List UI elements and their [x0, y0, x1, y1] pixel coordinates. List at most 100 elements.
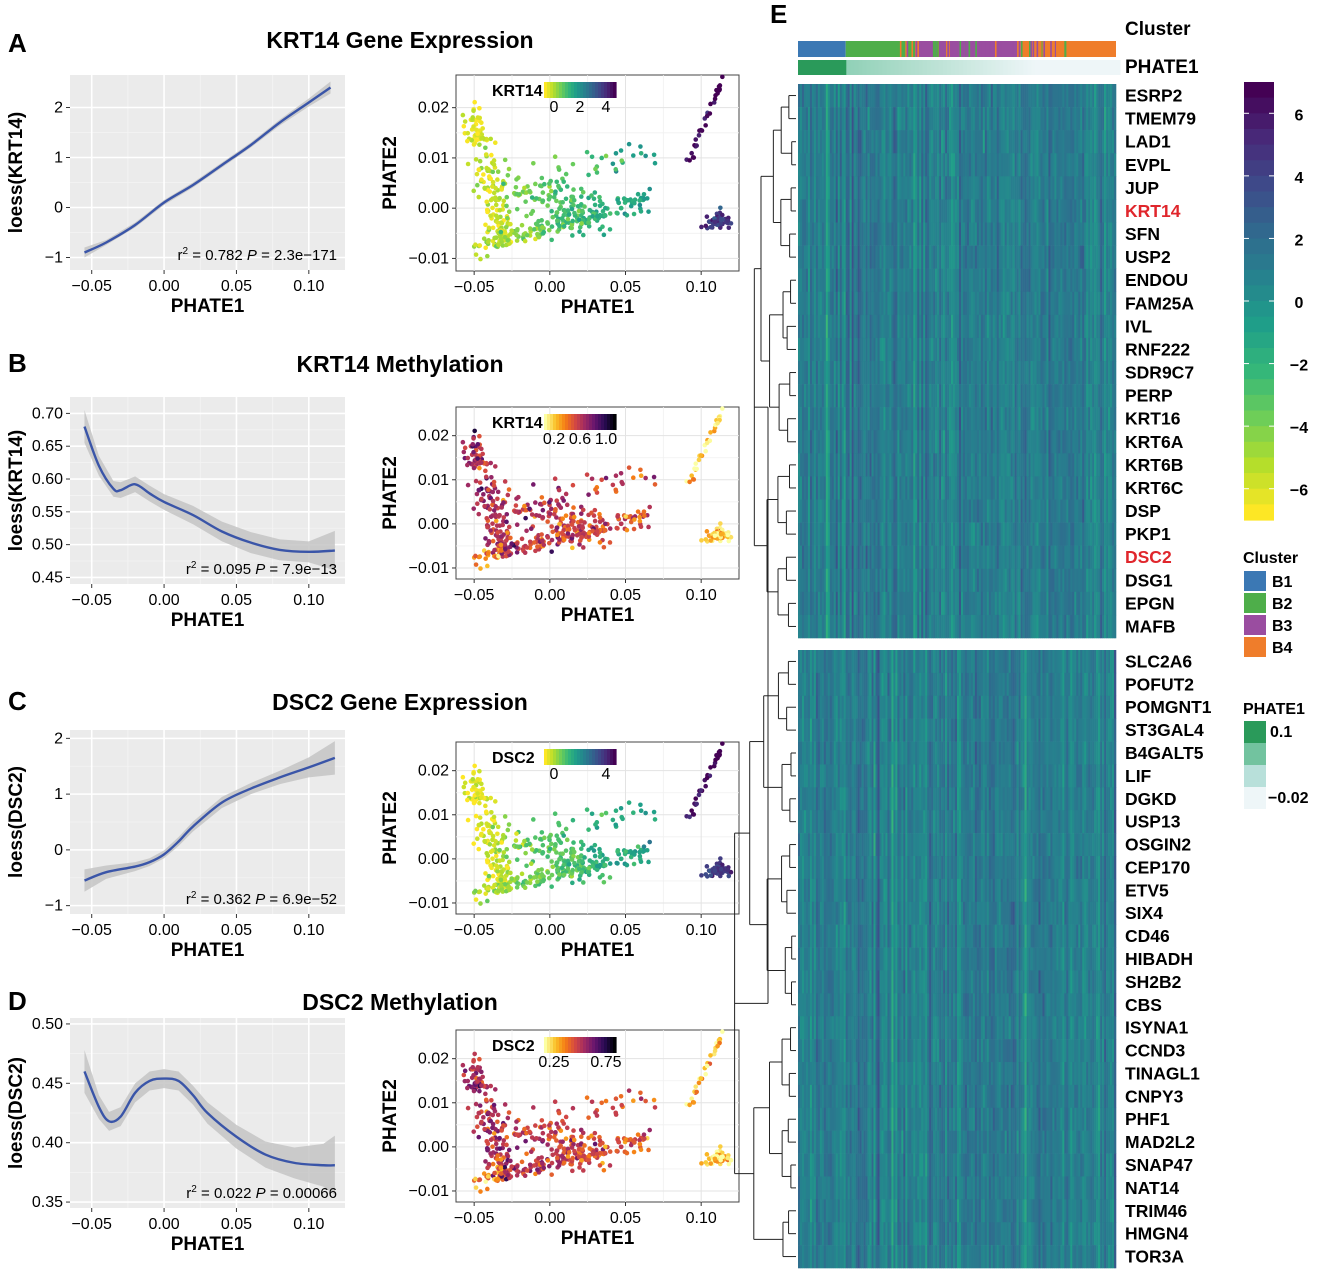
heatmap-cell: [799, 245, 803, 269]
heatmap-cell: [823, 314, 827, 339]
scatter-point: [638, 808, 644, 814]
scatter-point: [514, 206, 520, 212]
heatmap-cell: [972, 591, 976, 616]
scatter-point: [597, 846, 602, 852]
heatmap-cell: [921, 107, 924, 131]
heatmap-cell: [893, 361, 896, 385]
heatmap-cell: [843, 199, 846, 223]
heatmap-cell: [913, 453, 916, 477]
scatter-point: [607, 1149, 613, 1154]
heatmap-cell: [831, 545, 835, 570]
heatmap-cell: [841, 522, 845, 546]
scatter-point: [610, 161, 616, 167]
scatter-point: [519, 1159, 525, 1165]
heatmap-cell: [958, 407, 962, 431]
heatmap-cell: [891, 130, 894, 154]
heatmap-cell: [855, 314, 858, 339]
heatmap-cell: [803, 361, 807, 385]
scatter-point: [485, 886, 491, 891]
heatmap-cell: [960, 176, 964, 200]
heatmap-cell: [905, 107, 908, 131]
heatmap-cell: [839, 384, 843, 408]
heatmap-cell: [873, 361, 876, 385]
scatter-point: [558, 1128, 564, 1134]
heatmap-cell: [970, 337, 974, 362]
heatmap-cell: [958, 614, 962, 639]
heatmap-cell: [974, 614, 978, 639]
scatter-point: [548, 506, 554, 512]
heatmap-cell: [807, 176, 811, 200]
heatmap-cell: [957, 545, 960, 570]
scatter-point: [470, 776, 476, 782]
scatter-point: [590, 528, 595, 534]
scatter-point: [549, 872, 555, 878]
heatmap-cell: [905, 84, 908, 108]
heatmap-cell: [933, 407, 936, 431]
heatmap-cell: [953, 499, 956, 523]
heatmap-cell: [931, 222, 934, 246]
scatter-point: [631, 1149, 637, 1155]
heatmap-cell: [907, 499, 910, 523]
heatmap-cell: [857, 199, 860, 223]
scatter-point: [491, 843, 497, 848]
cluster-stripe: [932, 41, 935, 57]
heatmap-cell: [895, 361, 898, 385]
cluster-stripe: [983, 41, 986, 57]
heatmap-cell: [885, 153, 888, 177]
heatmap-cell: [895, 568, 898, 593]
scatter-point: [490, 538, 496, 544]
heatmap-cell: [817, 291, 821, 316]
scatter-point: [542, 181, 547, 187]
scatter-point: [704, 214, 710, 219]
scatter-points: [460, 741, 734, 906]
heatmap-cell: [825, 568, 829, 593]
heatmap-cell: [855, 499, 858, 523]
heatmap-cell: [849, 591, 852, 616]
heatmap-cell: [807, 337, 811, 362]
heatmap-cell: [803, 291, 807, 316]
scatter-point: [586, 534, 592, 539]
heatmap-cell: [901, 176, 904, 200]
heatmap-cell: [913, 176, 916, 200]
heatmap-cell: [877, 499, 880, 523]
scatter-point: [465, 138, 470, 144]
heatmap-cell: [825, 314, 829, 339]
scatter-point: [495, 215, 500, 221]
heatmap-cell: [917, 337, 920, 362]
legend-gradient-step: [574, 749, 578, 765]
heatmap-cell: [865, 545, 868, 570]
heatmap-cell: [958, 245, 962, 269]
heatmap-cell: [865, 153, 868, 177]
heatmap-cell: [867, 153, 870, 177]
heatmap-cell: [883, 84, 886, 108]
phate-annotation-cell: [991, 60, 996, 75]
scatter-point: [603, 1098, 609, 1104]
scatter-point: [580, 545, 586, 550]
heatmap-cell: [873, 545, 876, 570]
scatter-point: [603, 521, 608, 527]
heatmap-cell: [855, 568, 858, 593]
heatmap-cell: [811, 407, 815, 431]
heatmap-cell: [869, 84, 872, 108]
heatmap-cell: [968, 384, 972, 408]
heatmap-cell: [937, 84, 940, 108]
heatmap-cell: [943, 176, 946, 200]
heatmap-cell: [885, 245, 888, 269]
heatmap-cell: [863, 384, 866, 408]
heatmap-cell: [819, 476, 823, 500]
heatmap-cell: [863, 361, 866, 385]
heatmap-cell: [843, 222, 846, 246]
heatmap-cell: [960, 522, 964, 546]
heatmap-cell: [970, 176, 974, 200]
heatmap-cell: [917, 314, 920, 339]
scatter-point: [533, 835, 538, 840]
scatter-point: [651, 474, 657, 480]
legend-gradient-step: [544, 414, 548, 430]
scatter-point: [483, 152, 489, 157]
heatmap-cell: [867, 384, 870, 408]
heatmap-cell: [861, 84, 864, 108]
heatmap-cell: [962, 545, 966, 570]
heatmap-cell: [919, 176, 922, 200]
heatmap-cell: [807, 245, 811, 269]
heatmap-cell: [847, 337, 850, 362]
